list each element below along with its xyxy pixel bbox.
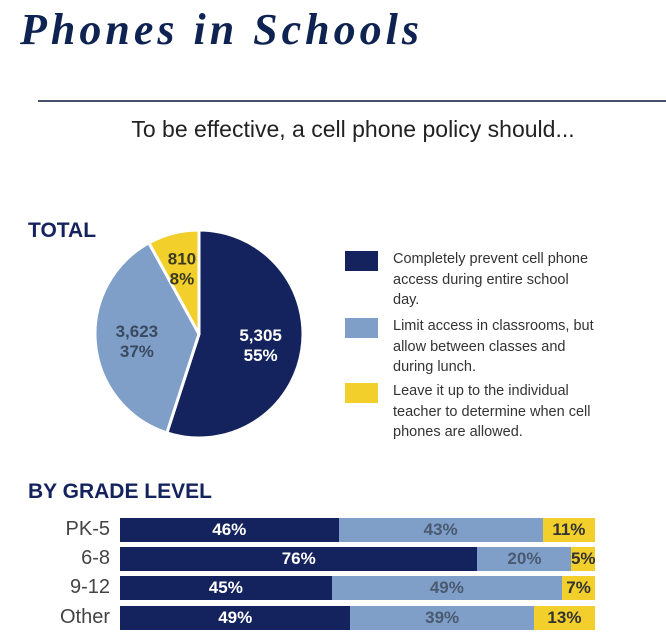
legend-item-prevent: Completely prevent cell phone access dur…	[345, 249, 598, 311]
legend-swatch-navy	[345, 251, 378, 271]
bar-category-label: 9-12	[69, 576, 110, 598]
bar-title: BY GRADE LEVEL	[28, 480, 212, 503]
legend-swatch-light	[345, 318, 378, 338]
pie-percent-label: 8%	[170, 270, 195, 289]
bar-segment: 13%	[533, 606, 595, 630]
pie-count-label: 3,623	[116, 322, 159, 341]
bar-category-label: 6-8	[81, 547, 110, 569]
bar-segment: 20%	[477, 547, 572, 571]
bar-segment: 49%	[331, 576, 563, 600]
pie-slice	[146, 228, 201, 335]
legend-item-limit: Limit access in classrooms, but allow be…	[345, 316, 598, 378]
bar-segment: 11%	[542, 518, 595, 542]
pie-percent-label: 55%	[244, 346, 278, 365]
bar-segment: 76%	[120, 547, 478, 571]
divider	[38, 100, 666, 102]
bar-segment: 5%	[571, 547, 596, 571]
bar-segment: 43%	[338, 518, 543, 542]
bar-segment: 7%	[562, 576, 595, 600]
legend-swatch-yellow	[345, 383, 378, 403]
legend-label: Limit access in classrooms, but allow be…	[393, 318, 594, 375]
pie-count-label: 5,305	[239, 326, 282, 345]
legend-label: Leave it up to the individual teacher to…	[393, 383, 591, 440]
bar-segment: 39%	[350, 606, 534, 630]
pie-slice	[93, 240, 201, 435]
pie-percent-label: 37%	[120, 342, 154, 361]
page-title: Phones in Schools	[20, 5, 423, 54]
chart-subtitle: To be effective, a cell phone policy sho…	[131, 116, 575, 142]
legend-label: Completely prevent cell phone access dur…	[393, 251, 589, 308]
pie-slice	[164, 228, 305, 440]
bar-segment: 49%	[120, 606, 351, 630]
pie-title: TOTAL	[28, 219, 97, 242]
bar-category-label: Other	[59, 606, 110, 628]
bar-segment: 45%	[120, 576, 332, 600]
bar-segment: 46%	[120, 518, 339, 542]
legend-item-teacher: Leave it up to the individual teacher to…	[345, 381, 598, 443]
bar-category-label: PK-5	[65, 518, 110, 540]
pie-count-label: 810	[168, 250, 196, 269]
